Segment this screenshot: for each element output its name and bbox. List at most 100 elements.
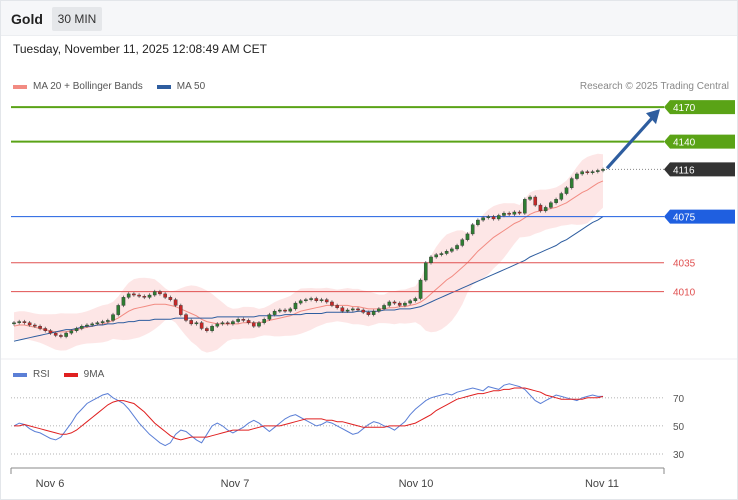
candle-body [523, 199, 527, 214]
candle [38, 324, 42, 331]
rsi-line [13, 383, 603, 447]
candle [215, 322, 220, 328]
candle-body [423, 262, 428, 281]
candle [361, 308, 366, 315]
candle [168, 295, 173, 302]
candle-body [340, 307, 345, 312]
candle [272, 309, 277, 317]
candle-body [283, 309, 287, 312]
candle [90, 322, 94, 327]
candle [491, 214, 496, 221]
candle [163, 292, 167, 300]
candle [205, 326, 209, 333]
candle-body [595, 170, 600, 172]
candle-body [85, 324, 89, 327]
candle [59, 333, 63, 339]
candle [476, 218, 480, 227]
candle [564, 186, 569, 196]
candle [116, 303, 121, 317]
candle [450, 247, 454, 253]
candle [590, 169, 595, 175]
candle [523, 197, 527, 215]
candle [27, 320, 32, 327]
rsi-ma-line [14, 387, 604, 441]
candle-body [158, 291, 162, 295]
candle [486, 214, 491, 220]
candle [288, 307, 293, 313]
candle-body [251, 322, 256, 327]
candle-body [74, 328, 79, 331]
candle-body [387, 301, 392, 306]
candle-body [517, 211, 522, 214]
candle-body [403, 302, 407, 306]
support-label-4010: 4010 [673, 288, 696, 299]
candle [444, 249, 449, 256]
candle [345, 308, 350, 313]
candle-body [465, 233, 470, 240]
candle-body [559, 193, 564, 200]
timeframe-tab[interactable]: 30 MIN [52, 7, 102, 31]
candle [33, 323, 37, 328]
candle-body [142, 295, 147, 298]
level-label-4140: 4140 [673, 138, 696, 149]
candle [158, 289, 162, 296]
candle [387, 300, 392, 308]
candle [403, 301, 407, 308]
candle [111, 312, 115, 323]
candle-body [163, 293, 167, 298]
support-label-4035: 4035 [673, 259, 696, 270]
candle-body [491, 216, 496, 220]
candle [178, 303, 183, 317]
candle-body [48, 330, 53, 334]
candle [429, 255, 433, 265]
candle [538, 203, 543, 213]
candle-body [38, 325, 42, 329]
candle-body [382, 305, 386, 310]
candle [257, 320, 261, 328]
legend-swatch-rsi [13, 372, 27, 377]
candle-body [408, 300, 412, 304]
candle-body [293, 302, 298, 310]
candle [371, 309, 376, 317]
candle [147, 293, 152, 300]
candle-body [27, 322, 32, 326]
candle [293, 301, 298, 311]
candle-body [366, 312, 371, 315]
candle-body [481, 217, 485, 221]
candle-body [585, 171, 590, 174]
candle-body [450, 248, 454, 252]
candle [595, 168, 600, 174]
candle-body [278, 309, 282, 312]
candle-body [298, 300, 303, 304]
candle-body [215, 323, 220, 327]
candle [324, 297, 329, 304]
candle-body [262, 319, 266, 323]
candle-body [111, 314, 115, 321]
candle [12, 320, 16, 326]
candle [507, 211, 511, 217]
candle [43, 326, 48, 333]
candle-body [246, 320, 251, 323]
candle [470, 222, 475, 236]
candle-body [564, 187, 569, 194]
x-tick-label: Nov 11 [585, 478, 619, 490]
candle-body [319, 299, 324, 302]
ma50-line [13, 216, 604, 342]
candle [231, 319, 235, 326]
x-tick-label: Nov 7 [221, 478, 250, 490]
candle-body [335, 305, 339, 308]
candle-body [69, 330, 74, 334]
candle [64, 331, 68, 339]
candle [585, 169, 590, 175]
candle [356, 307, 360, 312]
candle [225, 320, 230, 326]
candle-body [64, 332, 68, 337]
candle [413, 296, 418, 303]
level-label-4116: 4116 [673, 165, 695, 176]
candle-body [205, 328, 209, 331]
candle [79, 324, 84, 331]
candle-body [178, 305, 183, 315]
candle-body [304, 299, 308, 302]
level-tag-4075 [664, 209, 735, 224]
candle [262, 317, 266, 325]
